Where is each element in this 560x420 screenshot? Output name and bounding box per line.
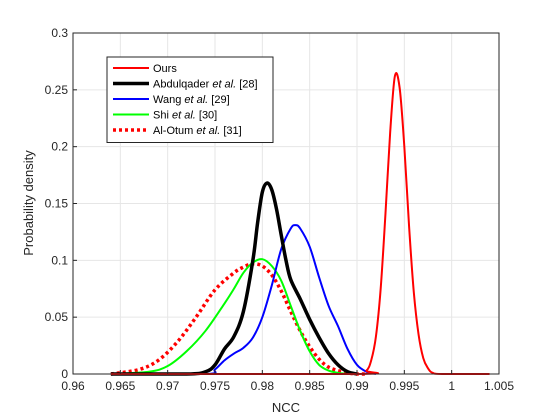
legend-label-pre: Abdulqader <box>153 79 212 91</box>
x-tick-label: 0.965 <box>105 379 135 393</box>
legend: Ours Abdulqader et al. [28] Wang et al. [2… <box>106 56 274 143</box>
series-line-4 <box>110 261 367 376</box>
legend-label-1: Abdulqader et al. [28] <box>153 79 258 91</box>
legend-label-0: Ours <box>153 63 177 75</box>
x-tick-label: 0.99 <box>345 379 369 393</box>
legend-label-italic: et al. <box>172 110 196 122</box>
legend-label-4: Al-Otum et al. [31] <box>153 125 242 137</box>
ticks: 0.96 0.965 0.97 0.975 0.98 0.985 0.99 0.995 1 1.0… <box>45 26 515 393</box>
x-axis-label: NCC <box>272 400 300 415</box>
y-axis-label: Probability density <box>21 150 36 256</box>
x-tick-label: 1 <box>448 379 455 393</box>
y-tick-label: 0.05 <box>45 310 69 324</box>
legend-label-italic: et al. <box>212 79 236 91</box>
y-tick-label: 0.2 <box>51 140 68 154</box>
y-tick-label: 0.25 <box>45 83 69 97</box>
legend-label-post: [30] <box>196 110 217 122</box>
legend-label-post: [29] <box>208 94 229 106</box>
series-layer <box>110 72 490 376</box>
x-tick-label: 1.005 <box>484 379 514 393</box>
series-line-1 <box>110 181 358 376</box>
x-tick-label: 0.985 <box>295 379 325 393</box>
x-tick-label: 0.995 <box>389 379 419 393</box>
legend-label-pre: Al-Otum <box>153 125 196 137</box>
legend-label-italic: et al. <box>196 125 220 137</box>
y-tick-label: 0.3 <box>51 26 68 40</box>
x-tick-label: 0.98 <box>251 379 275 393</box>
legend-label-pre: Shi <box>153 110 172 122</box>
y-tick-label: 0 <box>61 367 68 381</box>
series-line-0 <box>110 72 490 376</box>
legend-label-pre: Ours <box>153 63 177 75</box>
x-tick-label: 0.96 <box>61 379 85 393</box>
legend-label-italic: et al. <box>184 94 208 106</box>
y-tick-label: 0.15 <box>45 197 69 211</box>
y-tick-label: 0.1 <box>51 253 68 267</box>
legend-label-post: [31] <box>220 125 241 137</box>
series-line-2 <box>110 224 377 376</box>
x-tick-label: 0.975 <box>200 379 230 393</box>
legend-label-post: [28] <box>236 79 257 91</box>
legend-label-2: Wang et al. [29] <box>153 94 230 106</box>
x-tick-label: 0.97 <box>156 379 180 393</box>
legend-label-pre: Wang <box>153 94 184 106</box>
series-line-3 <box>110 258 348 375</box>
legend-label-3: Shi et al. [30] <box>153 110 217 122</box>
